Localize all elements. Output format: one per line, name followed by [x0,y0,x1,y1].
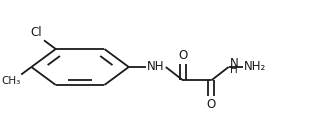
Text: NH: NH [147,60,164,74]
Text: H: H [230,65,237,75]
Text: O: O [207,98,216,111]
Text: Cl: Cl [31,26,42,39]
Text: O: O [178,49,188,62]
Text: CH₃: CH₃ [1,76,20,86]
Text: N: N [230,57,238,70]
Text: NH₂: NH₂ [244,60,266,73]
